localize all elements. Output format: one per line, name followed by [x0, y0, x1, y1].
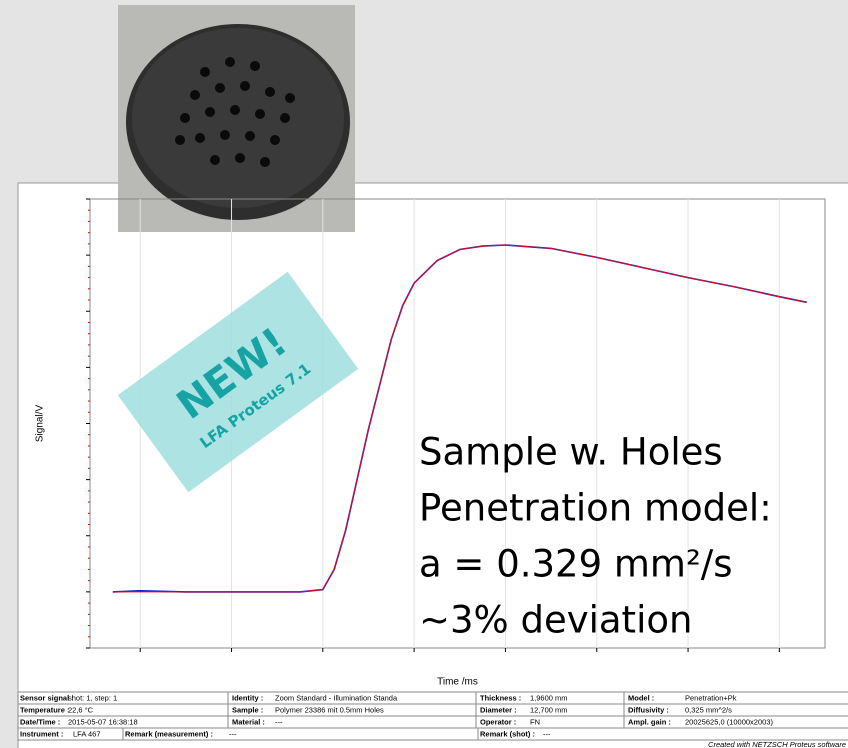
hole: [225, 57, 235, 67]
hole: [260, 157, 270, 167]
info-label: Temperature :: [20, 705, 69, 714]
info-value: shot: 1, step: 1: [68, 693, 117, 702]
y-axis-label: Signal/V: [35, 405, 46, 443]
info-value: FN: [530, 717, 540, 726]
hole: [255, 109, 265, 119]
annotation: ~3% deviation: [419, 599, 692, 642]
info-label: Remark (shot) :: [480, 729, 535, 738]
info-label: Instrument :: [20, 729, 63, 738]
hole: [220, 130, 230, 140]
info-value: 22,6 °C: [68, 705, 94, 714]
info-label: Remark (measurement) :: [125, 729, 213, 738]
hole: [195, 133, 205, 143]
banner-bg: [117, 271, 359, 493]
info-label: Thickness :: [480, 693, 521, 702]
hole: [280, 113, 290, 123]
info-label: Identity :: [232, 693, 263, 702]
info-label: Date/Time :: [20, 717, 60, 726]
info-value: 1,9600 mm: [530, 693, 568, 702]
info-value: LFA 467: [73, 729, 101, 738]
hole: [205, 107, 215, 117]
info-label: Diameter :: [480, 705, 517, 714]
annotation: Penetration model:: [419, 487, 772, 530]
hole: [200, 67, 210, 77]
hole: [210, 155, 220, 165]
hole: [270, 135, 280, 145]
hole: [230, 105, 240, 115]
info-label: Diffusivity :: [628, 705, 669, 714]
info-value: ---: [275, 717, 283, 726]
info-value: 0,325 mm^2/s: [685, 705, 732, 714]
hole: [190, 90, 200, 100]
info-value: Zoom Standard - Illumination Standa: [275, 693, 398, 702]
info-value: Penetration+Pk: [685, 693, 737, 702]
series-line: [112, 244, 807, 593]
info-value: ---: [229, 729, 237, 738]
sample-photo: [118, 5, 355, 232]
hole: [245, 131, 255, 141]
footer: Created with NETZSCH Proteus software: [708, 740, 846, 748]
info-value: 2015-05-07 16:38:18: [68, 717, 138, 726]
x-axis-label: Time /ms: [437, 677, 478, 688]
hole: [215, 83, 225, 93]
hole: [180, 113, 190, 123]
hole: [250, 61, 260, 71]
info-label: Material :: [232, 717, 265, 726]
info-label: Sample :: [232, 705, 263, 714]
hole: [175, 135, 185, 145]
annotation: Sample w. Holes: [419, 431, 723, 474]
annotation: a = 0.329 mm²/s: [419, 543, 733, 586]
info-label: Ampl. gain :: [628, 717, 671, 726]
banner: NEW!LFA Proteus 7.1: [117, 271, 359, 493]
hole: [240, 81, 250, 91]
info-label: Model :: [628, 693, 654, 702]
info-value: ---: [543, 729, 551, 738]
info-value: Polymer 23386 mit 0.5mm Holes: [275, 705, 384, 714]
info-label: Operator :: [480, 717, 516, 726]
info-value: 20025625,0 (10000x2003): [685, 717, 773, 726]
panel: [17, 182, 848, 748]
info-label: Sensor signal :: [20, 693, 74, 702]
hole: [265, 87, 275, 97]
info-value: 12,700 mm: [530, 705, 568, 714]
hole: [285, 93, 295, 103]
hole: [235, 153, 245, 163]
